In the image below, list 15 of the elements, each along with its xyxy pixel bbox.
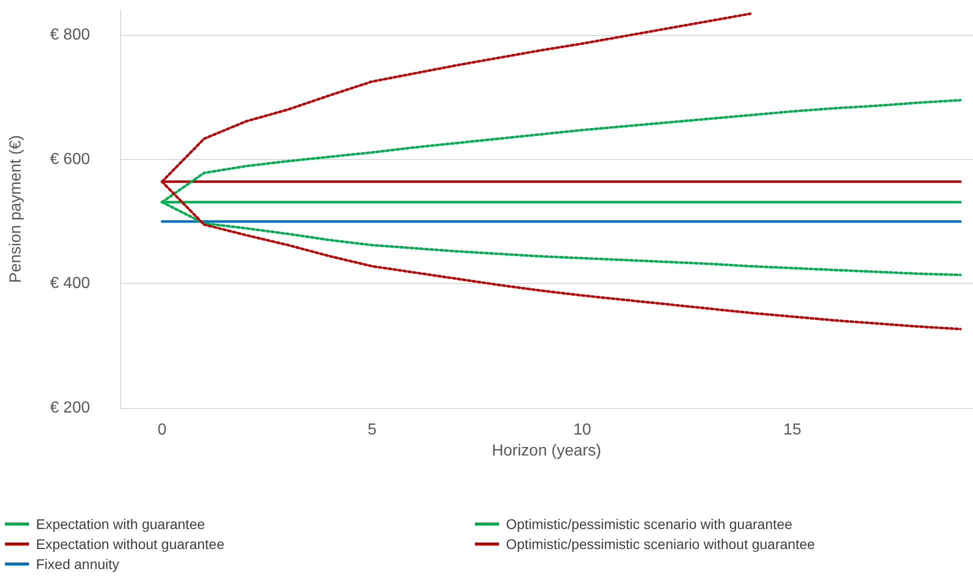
y-tick-label: € 600 — [50, 150, 90, 168]
x-tick-label: 10 — [573, 422, 592, 438]
x-axis-title: Horizon (years) — [492, 442, 602, 460]
x-tick-label: 15 — [783, 422, 802, 438]
legend-label: Fixed annuity — [36, 556, 120, 572]
legend-label: Expectation with guarantee — [36, 516, 206, 532]
y-tick-label: € 400 — [50, 275, 90, 292]
y-axis-title: Pension payment (€) — [8, 135, 24, 283]
y-tick-label: € 200 — [50, 400, 90, 416]
legend-label: Optimistic/pessimistic sceniario without guarantee — [506, 536, 816, 552]
y-tick-label: € 800 — [50, 26, 90, 44]
legend-label: Optimistic/pessimistic scenario with guarantee — [506, 516, 793, 532]
x-tick-label: 0 — [158, 422, 167, 438]
x-tick-label: 5 — [368, 422, 377, 438]
legend-label: Expectation without guarantee — [36, 536, 225, 552]
